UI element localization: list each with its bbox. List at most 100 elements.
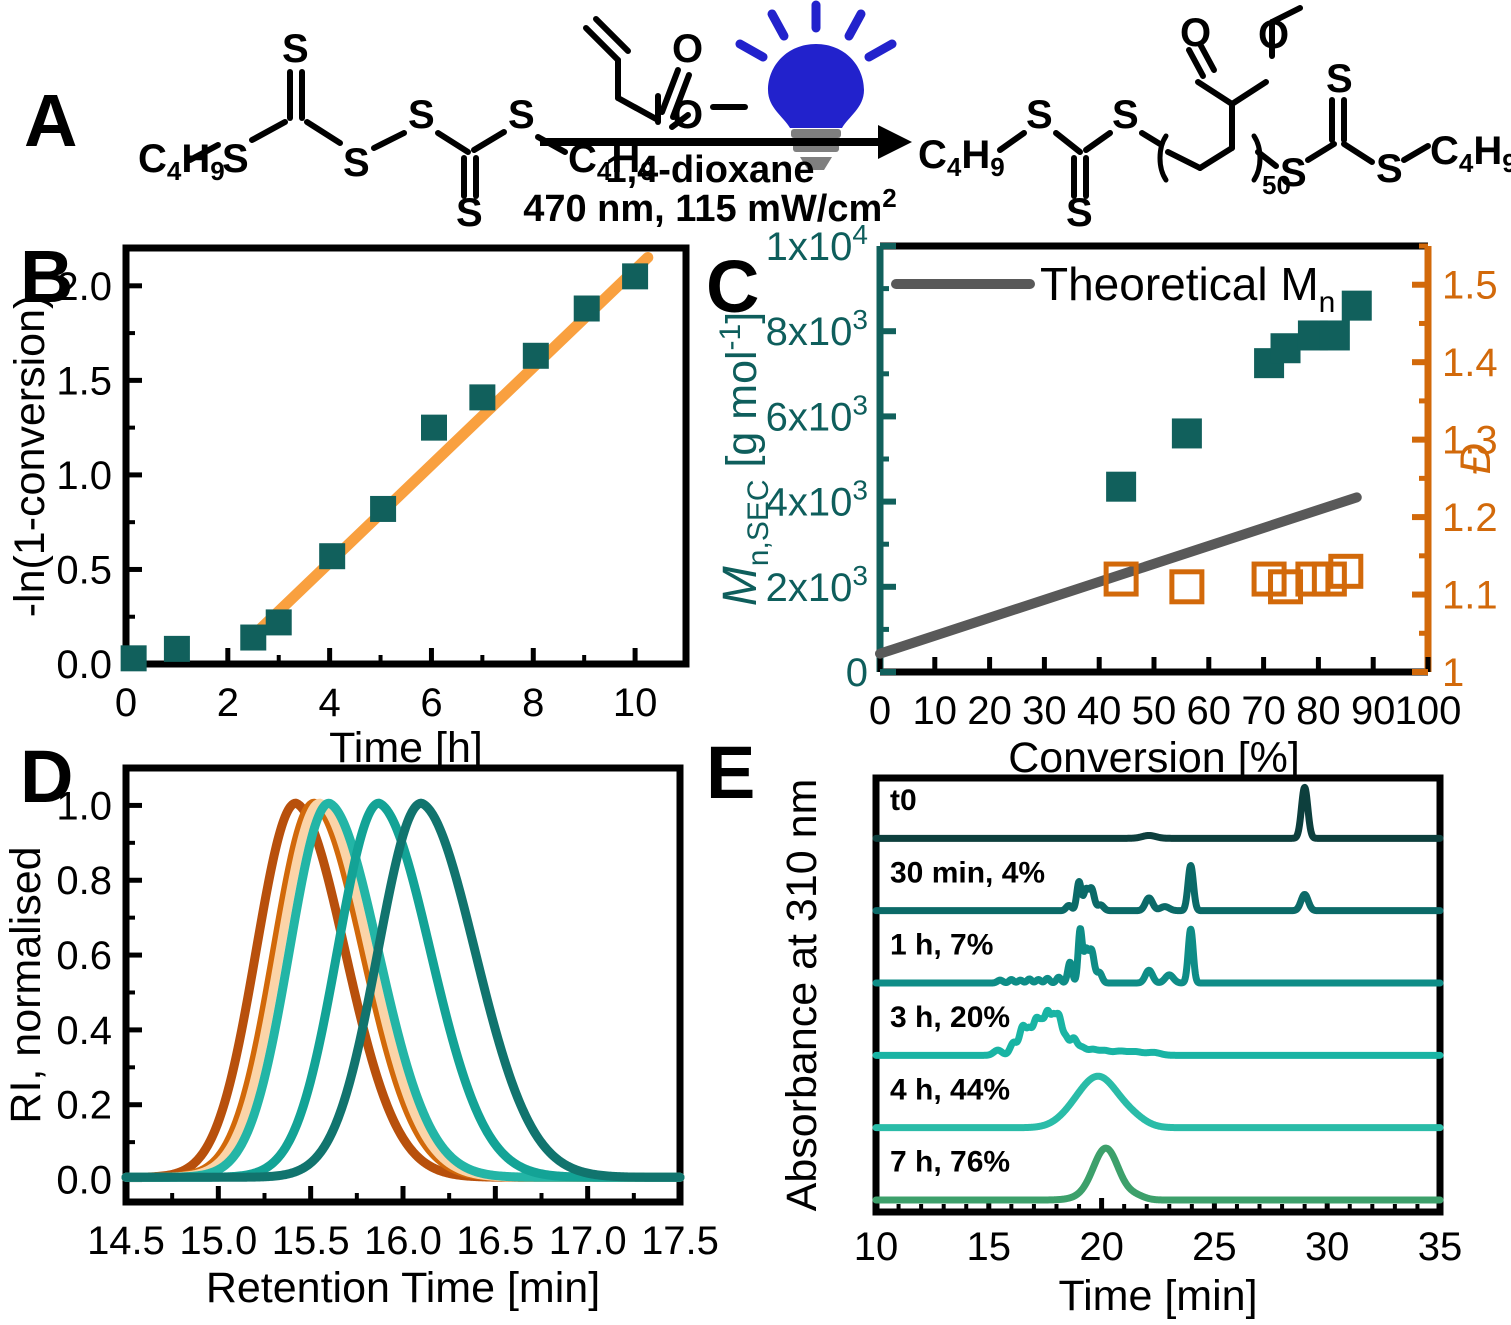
x-axis-title: Retention Time [min] [206, 1264, 600, 1312]
hplc-trace-label: 3 h, 20% [890, 1001, 1010, 1034]
hplc-trace-5 [872, 862, 1444, 915]
atom-s-2: S [282, 27, 309, 71]
panel-b-label: B [20, 235, 74, 318]
panel-c-svg: 0 10 20 30 40 50 60 70 80 90 100 0 2x103 4x103 6x103 8x… [714, 219, 1500, 782]
atom-s-5: S [456, 191, 483, 235]
atom-s-1: S [222, 137, 249, 181]
y-axis-title: -ln(1-conversion) [6, 295, 54, 618]
x-axis-title: Conversion [%] [1008, 734, 1300, 782]
x-tick-label: 8 [522, 681, 544, 725]
x-tick-label: 10 [854, 1225, 899, 1269]
y-tick-label: 0.5 [56, 548, 112, 592]
x-tick-label: 4 [319, 681, 341, 725]
y-left-tick-label: 8x103 [766, 304, 868, 354]
hplc-trace-3 [872, 1006, 1444, 1059]
product-o-ester: O [1258, 13, 1289, 57]
mn-data-marker [1171, 418, 1202, 449]
y-tick-label: 0.8 [56, 859, 112, 903]
y-right-tick-label: 1 [1442, 651, 1464, 695]
product-s-2: S [1066, 191, 1093, 235]
panel-b-kinetics-plot: B 0 2 4 6 8 10 0.0 0.5 1.0 1.5 2.0 Time [h] -ln(1-co… [0, 232, 700, 772]
methyl-acrylate-atom-labels: O O [672, 27, 703, 137]
atom-s-6: S [508, 93, 535, 137]
product-o-carbonyl: O [1180, 11, 1211, 55]
methyl-acrylate-structure [583, 16, 748, 130]
data-point-marker [163, 635, 190, 662]
dispersity-data-marker [1169, 569, 1205, 605]
data-point-marker [421, 414, 447, 441]
y-tick-label: 2.0 [56, 265, 112, 309]
data-point-marker [120, 645, 147, 672]
hplc-trace-label: 1 h, 7% [890, 929, 993, 962]
reaction-arrow-icon [540, 125, 912, 159]
y-right-tick-label: 1.5 [1442, 264, 1498, 308]
y-right-tick-label: 1.4 [1442, 341, 1498, 385]
x-tick-label: 10 [613, 681, 658, 725]
hplc-trace-label: t0 [890, 784, 917, 817]
y-axis-title: RI, normalised [2, 846, 50, 1123]
product-s-1: S [1026, 93, 1053, 137]
data-point-marker [265, 609, 292, 636]
product-s-4: S [1280, 151, 1307, 195]
hplc-trace-label: 7 h, 76% [890, 1146, 1010, 1179]
product-s-6: S [1376, 147, 1403, 191]
x-tick-label: 17.5 [641, 1219, 719, 1263]
mn-data-marker [1270, 333, 1301, 364]
y-left-tick-label: 6x103 [766, 389, 868, 439]
data-point-marker [240, 624, 267, 651]
y-right-tick-label: 1.1 [1442, 574, 1498, 618]
y-left-tick-label: 2x103 [766, 560, 868, 610]
x-tick-label: 14.5 [87, 1219, 165, 1263]
sec-trace-6 [121, 798, 685, 1182]
sec-trace-5 [121, 798, 685, 1182]
y-left-axis-title: Mn,SEC [g mol-1] [714, 312, 775, 606]
hplc-trace-label: 30 min, 4% [890, 856, 1045, 889]
panel-e-hplc-traces: E 10 15 20 25 30 35 7 h, 76% 4 h, 44% 3 h, 20% 1 … [700, 732, 1511, 1325]
y-tick-label: 1.0 [56, 784, 112, 828]
conditions-light: 470 nm, 115 mW/cm2 [523, 183, 897, 230]
y-axis-title: Absorbance at 310 nm [778, 779, 826, 1212]
plot-frame [872, 774, 1444, 1216]
hplc-trace-label: 4 h, 44% [890, 1073, 1010, 1106]
mn-data-marker [1319, 320, 1350, 351]
hplc-trace-2 [872, 1072, 1444, 1132]
y-tick-label: 0.4 [56, 1009, 112, 1053]
theoretical-mn-line [875, 492, 1362, 659]
y-right-tick-label: 1.3 [1442, 419, 1498, 463]
x-tick-label: 0 [115, 681, 137, 725]
y-left-tick-label: 0 [846, 651, 868, 695]
dispersity-data-marker [1268, 569, 1304, 605]
product-s-5: S [1326, 57, 1353, 101]
x-tick-label: 35 [1418, 1225, 1463, 1269]
x-tick-label: 90 [1351, 689, 1396, 733]
panel-b-svg: 0 2 4 6 8 10 0.0 0.5 1.0 1.5 2.0 Time [h] -ln(1-conv… [6, 244, 690, 772]
dispersity-data-marker [1103, 561, 1139, 597]
product-c4h9-right: C4H9 [1430, 129, 1511, 178]
y-left-tick-label: 1x104 [766, 219, 868, 269]
x-tick-label: 15 [967, 1225, 1012, 1269]
x-tick-label: 20 [1079, 1225, 1124, 1269]
x-tick-label: 40 [1077, 689, 1122, 733]
panel-e-svg: 10 15 20 25 30 35 7 h, 76% 4 h, 44% 3 h, 20% 1 h,… [778, 774, 1463, 1320]
y-tick-label: 0.0 [56, 1159, 112, 1203]
panel-a-label: A [24, 79, 78, 162]
hplc-trace-4 [872, 925, 1444, 987]
x-tick-label: 15.0 [179, 1219, 257, 1263]
x-axis-title: Time [h] [329, 724, 483, 772]
y-right-tick-label: 1.2 [1442, 496, 1498, 540]
atom-s-4: S [408, 93, 435, 137]
x-tick-label: 50 [1132, 689, 1177, 733]
atom-s-3: S [343, 141, 370, 185]
x-tick-label: 16.0 [364, 1219, 442, 1263]
mn-data-marker [1106, 471, 1137, 502]
y-tick-label: 0.6 [56, 934, 112, 978]
y-tick-label: 1.0 [56, 454, 112, 498]
data-point-marker [522, 342, 549, 369]
x-tick-label: 70 [1241, 689, 1286, 733]
atom-o-ester: O [672, 93, 703, 137]
x-tick-label: 6 [420, 681, 442, 725]
data-point-marker [469, 384, 496, 411]
x-tick-label: 100 [1395, 689, 1462, 733]
y-tick-label: 1.5 [56, 359, 112, 403]
product-structure [997, 5, 1431, 199]
